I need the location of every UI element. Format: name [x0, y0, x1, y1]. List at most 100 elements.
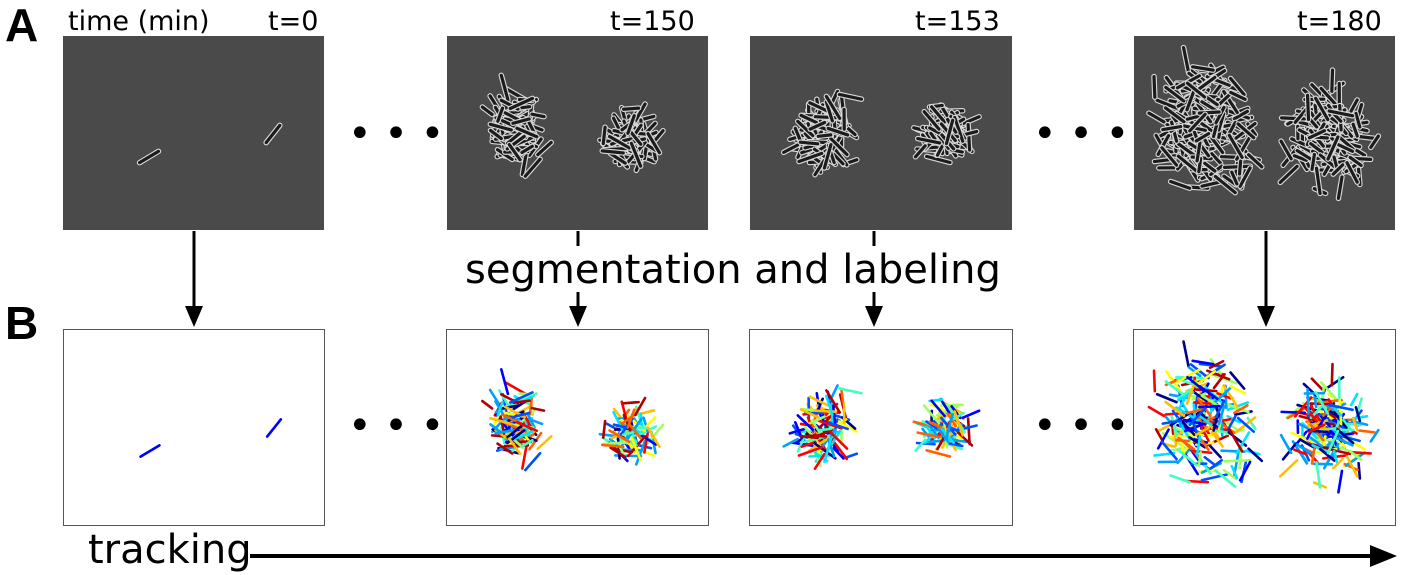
- labeled-cell: [1295, 443, 1314, 456]
- labeled-cell: [948, 442, 964, 448]
- labeled-cell: [831, 404, 837, 426]
- cell: [607, 134, 631, 150]
- labeled-cell: [788, 427, 806, 435]
- labeled-cell: [832, 446, 845, 460]
- cell: [799, 113, 821, 126]
- labeled-cell: [630, 436, 642, 462]
- cell: [1181, 45, 1191, 75]
- cell: [505, 129, 525, 145]
- labeled-cell: [528, 394, 534, 416]
- labeled-cell: [1188, 436, 1207, 449]
- labeled-cell: [925, 449, 952, 458]
- labeled-cell: [945, 412, 954, 439]
- cell: [1217, 112, 1226, 132]
- labeled-cell: [782, 437, 799, 448]
- cell: [1292, 154, 1308, 162]
- labeled-cell: [1351, 416, 1359, 432]
- labeled-cell: [1147, 405, 1166, 418]
- labeled-cell: [1280, 410, 1307, 415]
- cell: [966, 122, 972, 152]
- timepoint-label-t153: t=153: [915, 6, 1000, 37]
- labeled-cell: [1228, 428, 1244, 453]
- labeled-cell: [912, 420, 935, 429]
- labeled-cell: [512, 430, 534, 441]
- cell: [1211, 122, 1219, 139]
- microscopy-frame-t150: [447, 36, 708, 230]
- cell: [1336, 175, 1344, 200]
- labeled-cell: [1337, 469, 1344, 494]
- cell: [1228, 76, 1246, 97]
- cell: [1188, 112, 1207, 133]
- labeled-cell: [808, 415, 826, 425]
- cell: [626, 114, 636, 135]
- labeled-cell: [1327, 403, 1354, 412]
- labeled-cell: [1213, 374, 1238, 385]
- labeled-cell: [825, 394, 834, 417]
- cell: [808, 120, 827, 131]
- labeled-cell: [1160, 440, 1178, 461]
- cell: [1227, 133, 1244, 160]
- labeled-cells-t153: [782, 384, 981, 470]
- cell: [520, 144, 534, 155]
- labeled-cell: [634, 439, 647, 466]
- labeled-cell: [481, 399, 494, 410]
- cell: [536, 140, 553, 157]
- labeled-cell: [1195, 426, 1210, 437]
- labeled-cell: [1358, 429, 1376, 434]
- cell: [488, 122, 513, 132]
- cell: [1213, 174, 1237, 195]
- cell: [1176, 142, 1196, 157]
- cell: [1348, 155, 1363, 167]
- labeled-cell: [644, 416, 657, 429]
- labeled-cell: [1233, 404, 1249, 415]
- cell: [523, 157, 542, 178]
- cell: [629, 130, 643, 146]
- panel-label-b: B: [5, 297, 39, 349]
- ellipsis-row-a-right: • • •: [1033, 111, 1130, 157]
- timepoint-label-t0: t=0: [268, 6, 319, 37]
- labeled-cell: [1314, 390, 1330, 415]
- cell: [1305, 93, 1311, 122]
- cell: [1161, 125, 1183, 132]
- labeled-cell: [629, 424, 643, 440]
- labeled-cell: [1177, 436, 1196, 451]
- labeled-cell: [1335, 427, 1355, 445]
- labeled-cell: [1164, 400, 1186, 418]
- labeled-cell: [838, 387, 863, 395]
- labeled-cell: [966, 417, 971, 446]
- cell: [1236, 122, 1256, 140]
- cell: [1147, 111, 1166, 124]
- labeled-cell: [1326, 429, 1340, 455]
- microscopy-frame-t0: [63, 36, 324, 230]
- microscopy-image-t153: [780, 88, 982, 178]
- labeled-cell: [139, 444, 161, 458]
- labeled-cell: [608, 429, 631, 444]
- cell: [609, 152, 627, 165]
- labeled-cell: [808, 395, 832, 408]
- cell: [1278, 164, 1299, 184]
- labeled-cell: [536, 435, 553, 450]
- cell: [944, 118, 955, 146]
- labeled-cell: [1353, 415, 1369, 420]
- labeled-cell: [1217, 406, 1226, 426]
- cell: [913, 144, 927, 159]
- labeled-cell: [496, 400, 504, 417]
- labeled-cell: [807, 436, 831, 453]
- labeled-cell: [1315, 460, 1322, 489]
- cell: [480, 105, 494, 117]
- labeled-cell: [1279, 433, 1293, 455]
- labeled-cell: [916, 431, 941, 439]
- labeled-cell: [1182, 340, 1190, 368]
- labeled-cell: [524, 451, 542, 472]
- cell: [1197, 120, 1213, 133]
- labeled-cell: [1349, 392, 1359, 407]
- segmentation-arrow-t153: [865, 231, 883, 327]
- labeled-cell: [1169, 411, 1192, 427]
- cell: [1349, 98, 1359, 113]
- labeled-cell: [642, 416, 650, 434]
- labeled-cell: [914, 438, 927, 453]
- labeled-cell: [1190, 389, 1208, 403]
- labeled-cell: [1209, 458, 1224, 470]
- labeled-cell: [1177, 448, 1198, 467]
- labeled-cell: [494, 400, 509, 423]
